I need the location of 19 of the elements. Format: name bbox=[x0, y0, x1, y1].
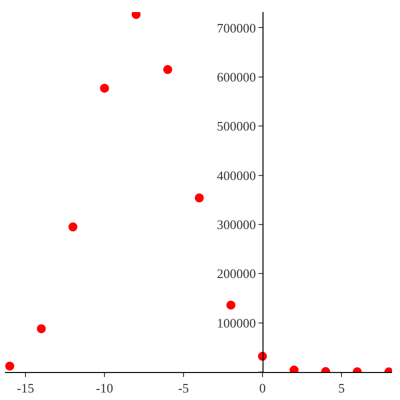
x-tick-label: 5 bbox=[338, 380, 345, 396]
x-tick-label: -5 bbox=[178, 380, 189, 396]
point bbox=[5, 362, 14, 371]
y-tick-label: 500000 bbox=[216, 118, 256, 134]
y-tick-label: 700000 bbox=[216, 20, 256, 36]
y-tick-label: 100000 bbox=[216, 315, 256, 330]
point bbox=[226, 300, 236, 310]
x-tick-label: -10 bbox=[96, 380, 114, 396]
point bbox=[100, 84, 110, 93]
y-tick-label: 600000 bbox=[216, 69, 256, 84]
point bbox=[68, 222, 78, 232]
y-tick-label: 400000 bbox=[216, 168, 256, 183]
point bbox=[36, 324, 46, 334]
x-tick-label: -15 bbox=[16, 380, 34, 396]
point bbox=[194, 193, 204, 202]
point bbox=[163, 65, 172, 74]
x-tick-label: 0 bbox=[259, 380, 266, 396]
y-tick-label: 200000 bbox=[216, 266, 256, 282]
y-tick-label: 300000 bbox=[216, 217, 256, 232]
